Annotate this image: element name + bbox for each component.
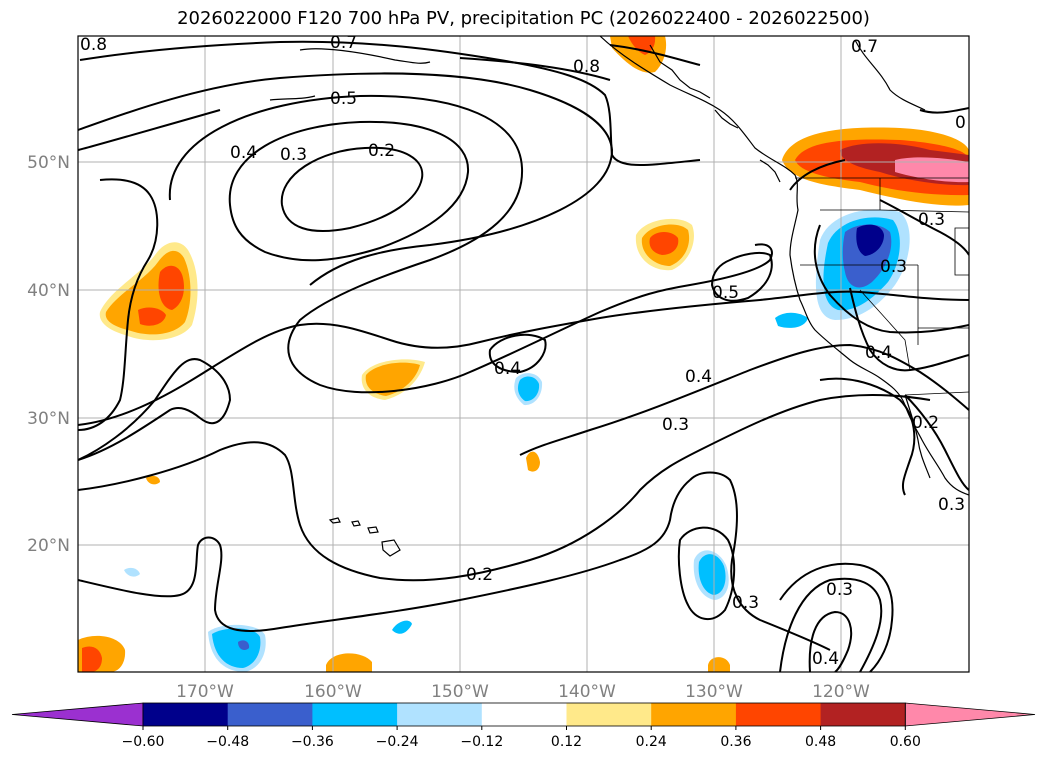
colorbar-tick-label: 0.12 — [551, 734, 582, 750]
contour-0.4 — [168, 94, 773, 394]
coastlines — [269, 36, 969, 557]
contour-0.2-inner — [280, 146, 424, 232]
contour-label: 0.3 — [918, 210, 945, 230]
contour-label: 0.4 — [812, 649, 839, 669]
contour-label: 0.8 — [573, 57, 600, 77]
contour-0.8 — [459, 57, 611, 81]
contour-label: 0.2 — [368, 141, 395, 161]
latitude-labels: 50°N 40°N 30°N 20°N — [27, 153, 70, 556]
colorbar-segment — [566, 703, 652, 726]
contour-label: 0.4 — [865, 343, 892, 363]
colorbar-tick-label: −0.48 — [206, 734, 249, 750]
colorbar-segment — [481, 703, 567, 726]
map-title: 2026022000 F120 700 hPa PV, precipitatio… — [177, 8, 870, 29]
colorbar-tick-label: −0.12 — [460, 734, 503, 750]
contour-0.5 — [78, 72, 614, 286]
contour-label: 0.8 — [80, 35, 107, 55]
colorbar-extend-max — [904, 702, 1036, 727]
colorbar-segment — [312, 703, 398, 726]
contour-0.7 — [79, 40, 701, 166]
lat-label: 20°N — [27, 536, 70, 556]
precip-patches — [78, 36, 969, 672]
lon-label: 120°W — [812, 682, 870, 702]
contour-label: 0.5 — [712, 283, 739, 303]
contour-label: 0.3 — [826, 580, 853, 600]
colorbar-extend-min — [11, 702, 144, 727]
colorbar-segment — [143, 703, 229, 726]
longitude-labels: 170°W 160°W 150°W 140°W 130°W 120°W — [176, 682, 870, 702]
lon-label: 170°W — [176, 682, 234, 702]
gridlines — [78, 36, 969, 672]
contour-label: 0.3 — [880, 257, 907, 277]
lon-label: 160°W — [304, 682, 362, 702]
lat-label: 50°N — [27, 153, 70, 173]
colorbar-segment — [397, 703, 483, 726]
map-frame — [77, 35, 970, 673]
colorbar-segment — [651, 703, 737, 726]
colorbar-segment — [735, 703, 822, 726]
colorbar-tick-label: −0.36 — [291, 734, 334, 750]
contour-label: 0.7 — [851, 37, 878, 57]
colorbar-ticks: −0.60 −0.48 −0.36 −0.24 −0.12 0.12 0.24 0.36 0.4… — [122, 726, 921, 750]
contour-label: 0.7 — [330, 33, 357, 53]
contour-label: 0.3 — [280, 145, 307, 165]
contour-label: 0.5 — [330, 89, 357, 109]
contour-label: 0.3 — [732, 593, 759, 613]
contour-labels: 0.8 0.7 0.8 0.7 0.5 0.4 0.3 0.2 0.5 0.4 … — [80, 33, 966, 669]
colorbar-tick-label: 0.48 — [805, 734, 836, 750]
contour-0.3 — [228, 120, 470, 262]
colorbar-tick-label: −0.60 — [122, 734, 165, 750]
colorbar-tick-label: 0.60 — [890, 734, 921, 750]
precip-patch-coast-negative — [775, 312, 808, 328]
contour-label: 0.4 — [494, 359, 521, 379]
contour-label: 0.3 — [662, 415, 689, 435]
contour-label: 0.2 — [912, 413, 939, 433]
colorbar-tick-label: 0.24 — [636, 734, 667, 750]
colorbar: −0.60 −0.48 −0.36 −0.24 −0.12 0.12 0.24 0.36 0.4… — [11, 702, 1036, 750]
colorbar-tick-label: 0.36 — [720, 734, 751, 750]
colorbar-outline — [142, 702, 906, 727]
colorbar-segments — [11, 702, 1036, 727]
colorbar-tick-label: −0.24 — [376, 734, 419, 750]
lat-label: 30°N — [27, 409, 70, 429]
contour-label: 0.4 — [230, 143, 257, 163]
map-content: 0.8 0.7 0.8 0.7 0.5 0.4 0.3 0.2 0.5 0.4 … — [78, 33, 969, 672]
pv-contours — [78, 40, 969, 672]
colorbar-segment — [227, 703, 313, 726]
lon-label: 150°W — [431, 682, 489, 702]
contour-label: 0.3 — [938, 495, 965, 515]
contour-label: 0 — [955, 113, 966, 133]
contour-label: 0.2 — [466, 565, 493, 585]
colorbar-segment — [820, 703, 906, 726]
lon-label: 130°W — [685, 682, 743, 702]
lon-label: 140°W — [558, 682, 616, 702]
contour-label: 0.4 — [685, 367, 712, 387]
lat-label: 40°N — [27, 281, 70, 301]
